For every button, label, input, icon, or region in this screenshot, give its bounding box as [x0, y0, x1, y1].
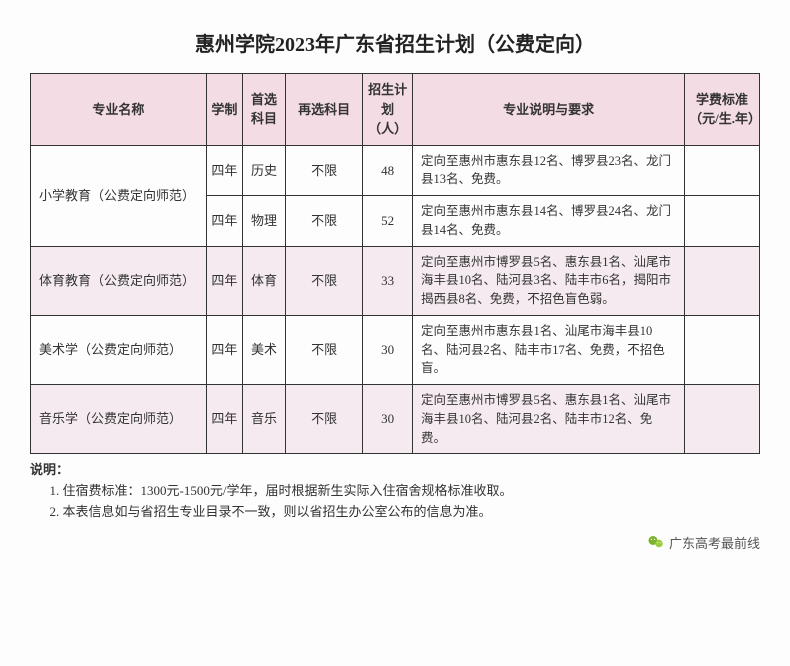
cell-duration: 四年: [206, 145, 242, 196]
cell-subject2: 不限: [286, 196, 363, 247]
cell-major: 美术学（公费定向师范）: [31, 315, 207, 384]
col-subject1: 首选科目: [242, 74, 285, 146]
cell-subject2: 不限: [286, 246, 363, 315]
cell-duration: 四年: [206, 385, 242, 454]
cell-plan: 30: [363, 385, 413, 454]
cell-subject2: 不限: [286, 385, 363, 454]
cell-desc: 定向至惠州市博罗县5名、惠东县1名、汕尾市海丰县10名、陆河县2名、陆丰市12名…: [413, 385, 685, 454]
notes-title: 说明：: [30, 460, 760, 481]
cell-fee: [685, 385, 760, 454]
table-row: 小学教育（公费定向师范） 四年 历史 不限 48 定向至惠州市惠东县12名、博罗…: [31, 145, 760, 196]
cell-desc: 定向至惠州市惠东县12名、博罗县23名、龙门县13名、免费。: [413, 145, 685, 196]
cell-major: 体育教育（公费定向师范）: [31, 246, 207, 315]
cell-desc: 定向至惠州市惠东县14名、博罗县24名、龙门县14名、免费。: [413, 196, 685, 247]
cell-major: 小学教育（公费定向师范）: [31, 145, 207, 246]
cell-subject1: 美术: [242, 315, 285, 384]
table-row: 美术学（公费定向师范） 四年 美术 不限 30 定向至惠州市惠东县1名、汕尾市海…: [31, 315, 760, 384]
cell-desc: 定向至惠州市博罗县5名、惠东县1名、汕尾市海丰县10名、陆河县3名、陆丰市6名，…: [413, 246, 685, 315]
cell-subject1: 体育: [242, 246, 285, 315]
cell-major: 音乐学（公费定向师范）: [31, 385, 207, 454]
cell-duration: 四年: [206, 315, 242, 384]
cell-desc: 定向至惠州市惠东县1名、汕尾市海丰县10名、陆河县2名、陆丰市17名、免费，不招…: [413, 315, 685, 384]
table-row: 体育教育（公费定向师范） 四年 体育 不限 33 定向至惠州市博罗县5名、惠东县…: [31, 246, 760, 315]
col-subject2: 再选科目: [286, 74, 363, 146]
cell-subject2: 不限: [286, 315, 363, 384]
cell-plan: 52: [363, 196, 413, 247]
cell-plan: 48: [363, 145, 413, 196]
cell-subject1: 物理: [242, 196, 285, 247]
col-plan: 招生计划（人）: [363, 74, 413, 146]
col-duration: 学制: [206, 74, 242, 146]
cell-subject2: 不限: [286, 145, 363, 196]
cell-duration: 四年: [206, 246, 242, 315]
footer-source: 广东高考最前线: [30, 533, 760, 552]
notes-section: 说明： 1. 住宿费标准：1300元-1500元/学年，届时根据新生实际入住宿舍…: [30, 460, 760, 522]
cell-fee: [685, 196, 760, 247]
cell-plan: 33: [363, 246, 413, 315]
col-fee: 学费标准（元/生.年）: [685, 74, 760, 146]
table-header-row: 专业名称 学制 首选科目 再选科目 招生计划（人） 专业说明与要求 学费标准（元…: [31, 74, 760, 146]
cell-fee: [685, 315, 760, 384]
note-line: 2. 本表信息如与省招生专业目录不一致，则以省招生办公室公布的信息为准。: [30, 502, 760, 523]
wechat-icon: [647, 533, 665, 551]
cell-duration: 四年: [206, 196, 242, 247]
col-desc: 专业说明与要求: [413, 74, 685, 146]
cell-plan: 30: [363, 315, 413, 384]
cell-subject1: 历史: [242, 145, 285, 196]
cell-fee: [685, 145, 760, 196]
cell-subject1: 音乐: [242, 385, 285, 454]
col-major: 专业名称: [31, 74, 207, 146]
note-line: 1. 住宿费标准：1300元-1500元/学年，届时根据新生实际入住宿舍规格标准…: [30, 481, 760, 502]
footer-text: 广东高考最前线: [669, 533, 760, 552]
cell-fee: [685, 246, 760, 315]
table-row: 音乐学（公费定向师范） 四年 音乐 不限 30 定向至惠州市博罗县5名、惠东县1…: [31, 385, 760, 454]
admissions-table: 专业名称 学制 首选科目 再选科目 招生计划（人） 专业说明与要求 学费标准（元…: [30, 73, 760, 454]
page-title: 惠州学院2023年广东省招生计划（公费定向）: [30, 28, 760, 57]
